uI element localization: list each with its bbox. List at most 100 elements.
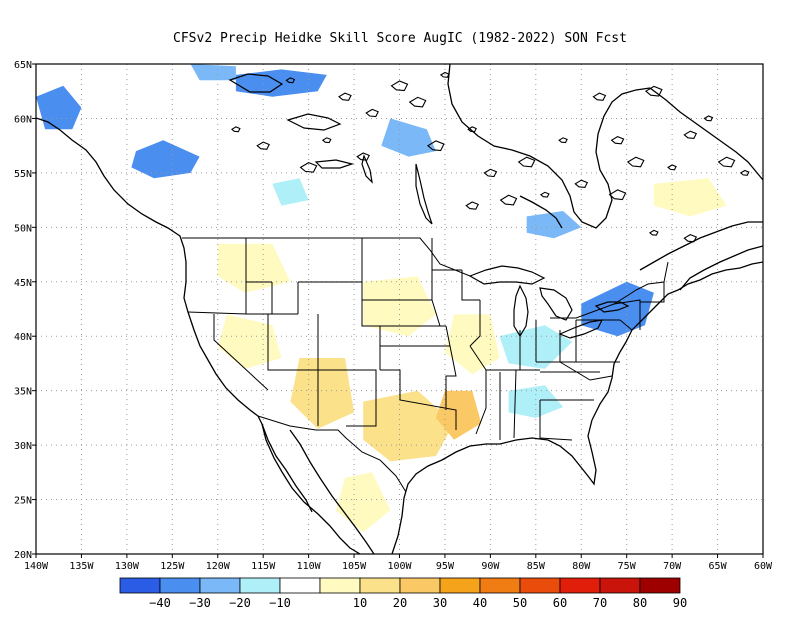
colorbar-swatch [519, 577, 561, 594]
colorbar-label: 70 [593, 596, 607, 610]
lon-tick-label: 120W [206, 561, 231, 572]
skill-patch-quebec [653, 178, 727, 217]
island-outline [465, 201, 479, 210]
colorbar: −40 −30 −20 −10 10 20 30 40 50 60 70 80 90 [119, 577, 687, 610]
james-bay-coastline [519, 195, 563, 229]
great-slave-lake [286, 113, 342, 131]
island-outline [539, 191, 550, 198]
colorbar-label: 50 [513, 596, 527, 610]
atlantic-coastline [591, 261, 763, 421]
lon-tick-label: 90W [481, 561, 500, 572]
colorbar-swatch [639, 577, 681, 594]
state-borders [182, 237, 669, 493]
skill-patch-arkansas [435, 390, 482, 440]
colorbar-label: 40 [473, 596, 487, 610]
island-outline [338, 92, 352, 101]
island-outline [683, 233, 698, 243]
colorbar-label: 20 [393, 596, 407, 610]
skill-patch-idaho [217, 243, 291, 293]
island-outline [285, 77, 296, 84]
gulf-coastline [391, 419, 597, 554]
skill-patch-alaska-panhandle [36, 85, 82, 130]
maritimes-coastline [679, 245, 763, 291]
colorbar-swatch [439, 577, 481, 594]
lat-tick-label: 60N [14, 114, 32, 125]
colorbar-label: 90 [673, 596, 687, 610]
lat-tick-label: 65N [14, 60, 32, 71]
skill-patch-bc-coast [131, 140, 200, 179]
colorbar-swatch [319, 577, 361, 594]
pacific-coastline [36, 117, 361, 554]
coastlines-and-borders [36, 64, 763, 554]
colorbar-swatch [199, 577, 241, 594]
island-outline [499, 194, 518, 206]
island-outline [703, 115, 714, 122]
labrador-coastline [649, 87, 763, 181]
lon-tick-label: 135W [69, 561, 94, 572]
map-title: CFSv2 Precip Heidke Skill Score AugIC (1… [173, 31, 627, 46]
lake-ontario [594, 301, 630, 313]
skill-patches [36, 64, 727, 533]
island-outline [717, 156, 736, 168]
graticule [36, 64, 763, 554]
lake-winnipeg [415, 163, 433, 225]
colorbar-label: −20 [229, 596, 251, 610]
axis-ticks: 140W 135W 130W 125W 120W 115W 110W 105W 100W 95W 9… [14, 60, 773, 572]
colorbar-swatch [599, 577, 641, 594]
skill-patch-southeast [508, 385, 564, 418]
colorbar-swatch [479, 577, 521, 594]
island-outline [408, 96, 427, 108]
lat-tick-label: 20N [14, 550, 32, 561]
lon-tick-label: 140W [24, 561, 49, 572]
island-outline [467, 126, 477, 133]
colorbar-swatch [359, 577, 401, 594]
skill-patch-hudson-west [381, 118, 436, 157]
lat-tick-label: 30N [14, 441, 32, 452]
reindeer-lake [361, 154, 373, 184]
lon-tick-label: 100W [387, 561, 412, 572]
island-outline [321, 137, 332, 144]
island-outline [299, 161, 318, 173]
skill-patch-texas [363, 390, 454, 462]
colorbar-swatch [279, 577, 321, 594]
lat-tick-label: 55N [14, 169, 32, 180]
island-outline [644, 85, 663, 97]
lake-superior [468, 265, 546, 285]
us-canada-border [182, 237, 669, 319]
island-outline [683, 130, 698, 139]
colorbar-label: −30 [189, 596, 211, 610]
baja-coastline [261, 423, 313, 513]
island-outline [390, 80, 409, 92]
island-outline [558, 137, 568, 144]
skill-patch-mexico [335, 472, 391, 533]
hudson-bay-coastline [447, 64, 651, 229]
great-bear-lake [228, 73, 284, 93]
lat-tick-label: 40N [14, 332, 32, 343]
lon-tick-label: 125W [160, 561, 185, 572]
island-outline [739, 169, 750, 176]
us-mexico-border [257, 415, 407, 493]
lon-tick-label: 65W [709, 561, 728, 572]
lon-tick-label: 70W [663, 561, 682, 572]
colorbar-swatch [239, 577, 281, 594]
st-lawrence-coastline [639, 221, 763, 271]
lon-tick-label: 60W [754, 561, 773, 572]
island-outline [483, 168, 498, 178]
lat-tick-label: 50N [14, 223, 32, 234]
lon-tick-label: 115W [251, 561, 276, 572]
lat-tick-label: 45N [14, 278, 32, 289]
colorbar-label: −40 [149, 596, 171, 610]
colorbar-label: 60 [553, 596, 567, 610]
skill-patch-plains [363, 276, 436, 337]
lon-tick-label: 130W [115, 561, 140, 572]
island-outline [439, 71, 450, 78]
island-outline [517, 156, 536, 168]
lat-tick-label: 35N [14, 387, 32, 398]
island-outline [626, 156, 645, 168]
lake-huron [539, 287, 573, 321]
colorbar-label: 10 [353, 596, 367, 610]
colorbar-swatch [399, 577, 441, 594]
island-outline [592, 92, 607, 101]
colorbar-swatch [559, 577, 601, 594]
skill-patch-great-basin [217, 314, 282, 369]
